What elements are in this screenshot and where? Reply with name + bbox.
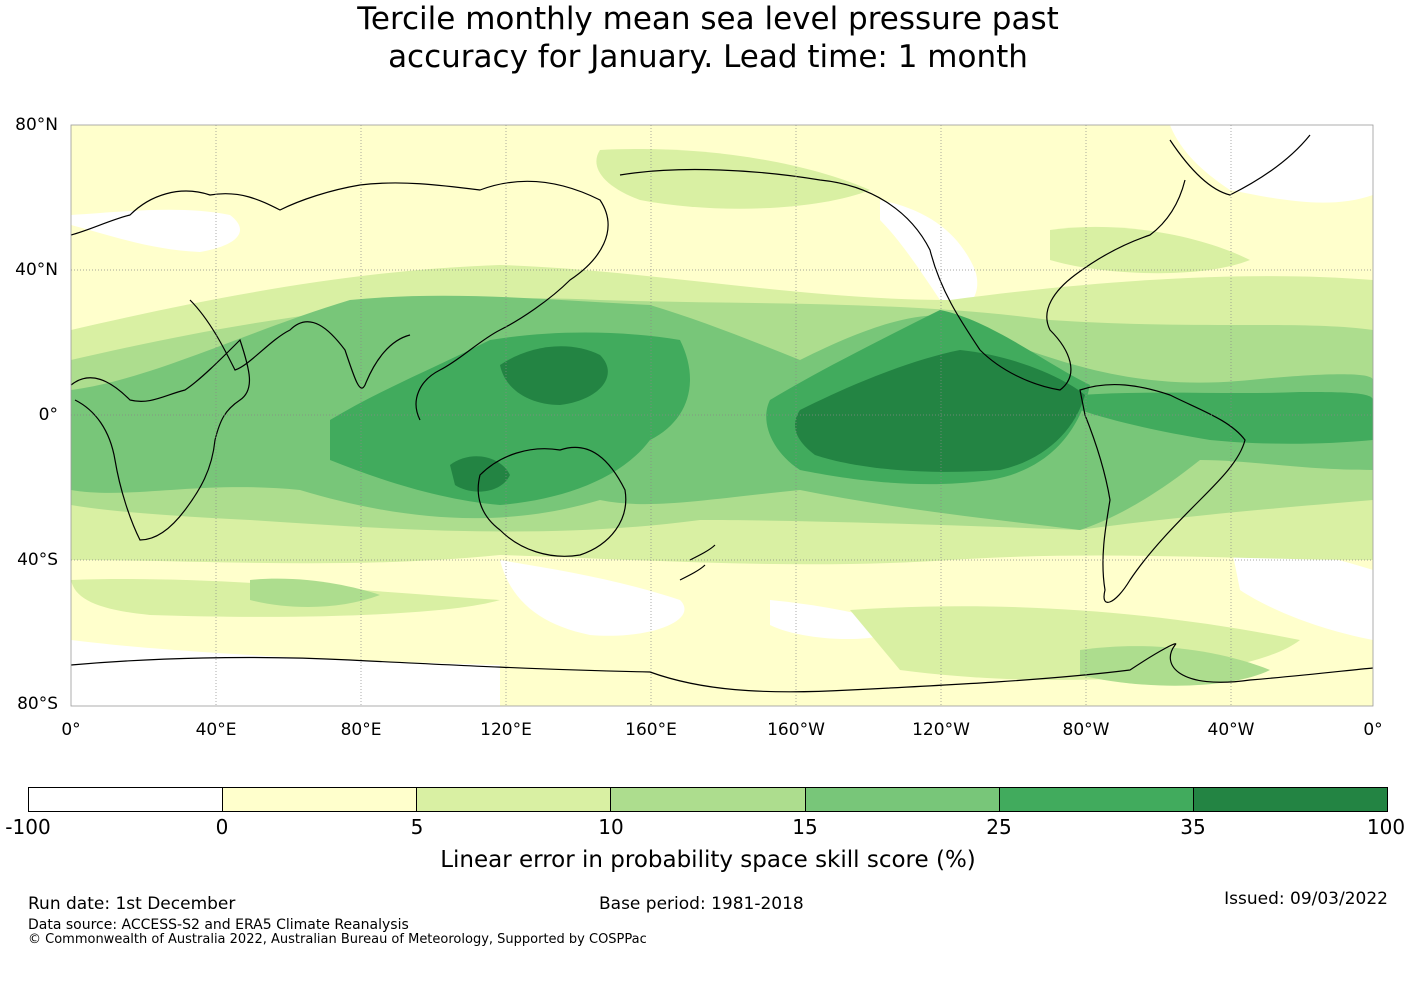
south-america-coast — [1079, 383, 1246, 603]
legend-tick: 5 — [410, 815, 424, 839]
lon-label-80w: 80°W — [1062, 720, 1110, 740]
skill-score-map — [70, 124, 1374, 707]
legend-swatch-0-5 — [223, 788, 418, 811]
africa-coast — [70, 338, 251, 541]
legend-tick: 35 — [1180, 815, 1206, 839]
legend-tick: 10 — [598, 815, 624, 839]
lon-label-160e: 160°E — [625, 720, 677, 740]
lon-label-0-east: 0° — [1363, 720, 1383, 740]
lon-label-160w: 160°W — [767, 720, 825, 740]
lon-label-0: 0° — [61, 720, 81, 740]
lon-label-120e: 120°E — [480, 720, 532, 740]
lat-label-40s: 40°S — [17, 550, 58, 570]
map-gridlines — [71, 125, 1373, 706]
lat-label-80n: 80°N — [15, 115, 58, 135]
copyright: © Commonwealth of Australia 2022, Austra… — [28, 932, 647, 947]
lat-label-40n: 40°N — [15, 260, 58, 280]
title-line-1: Tercile monthly mean sea level pressure … — [357, 1, 1059, 37]
coastlines — [70, 134, 1374, 693]
lon-label-120w: 120°W — [912, 720, 970, 740]
lat-label-80s: 80°S — [17, 694, 58, 714]
title-line-2: accuracy for January. Lead time: 1 month — [388, 39, 1028, 75]
legend-tick: 15 — [792, 815, 818, 839]
legend-tick: 25 — [986, 815, 1012, 839]
lon-label-40w: 40°W — [1207, 720, 1255, 740]
legend-swatch-neg100-0 — [29, 788, 224, 811]
legend-swatch-15-25 — [805, 788, 1000, 811]
greenland-coast — [1169, 134, 1311, 196]
legend-colorbar — [28, 787, 1388, 812]
legend-swatch-25-35 — [999, 788, 1194, 811]
legend-tick: -100 — [5, 815, 51, 839]
data-source: Data source: ACCESS-S2 and ERA5 Climate … — [28, 917, 409, 933]
lon-label-40e: 40°E — [195, 720, 237, 740]
map-area — [0, 110, 1416, 750]
legend-tick: 100 — [1366, 815, 1406, 839]
legend-label: Linear error in probability space skill … — [440, 847, 976, 873]
map-title: Tercile monthly mean sea level pressure … — [0, 0, 1416, 76]
legend-swatch-35-100 — [1193, 788, 1387, 811]
arabia-india-coast — [189, 299, 411, 389]
run-date: Run date: 1st December — [28, 894, 236, 914]
antarctica-coast — [70, 643, 1374, 693]
issued-date: Issued: 09/03/2022 — [1224, 889, 1388, 909]
legend-tick: 0 — [215, 815, 229, 839]
map-frame — [70, 124, 1374, 707]
legend-swatch-5-10 — [417, 788, 612, 811]
lon-label-80e: 80°E — [340, 720, 382, 740]
new-zealand-coast — [679, 544, 716, 581]
skill-35-100-regions — [450, 346, 1085, 492]
north-america-coast — [619, 168, 1186, 391]
australia-coast — [477, 446, 627, 557]
europe-asia-coast — [70, 180, 609, 421]
legend-swatch-10-15 — [611, 788, 806, 811]
base-period: Base period: 1981-2018 — [599, 894, 804, 914]
lat-label-0: 0° — [38, 405, 58, 425]
